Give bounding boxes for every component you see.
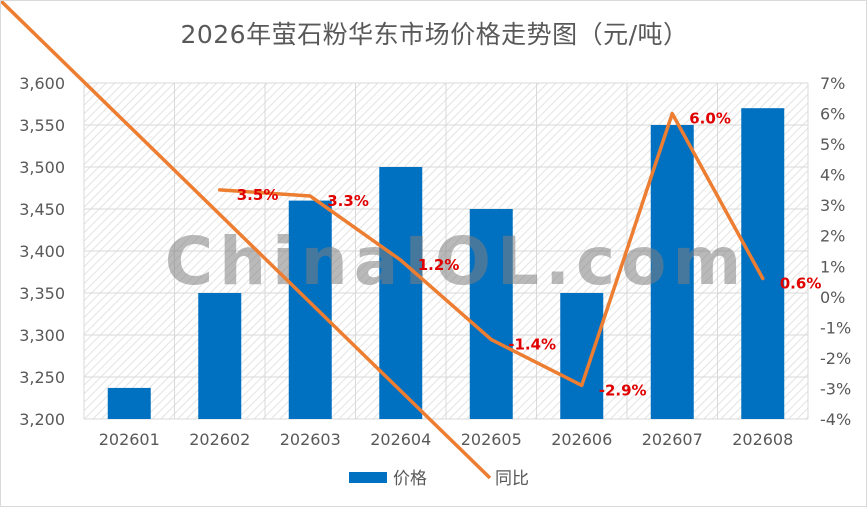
right-tick-label: -3% [820,379,851,398]
x-tick-label: 202605 [461,430,522,449]
right-tick-label: 3% [820,196,845,215]
x-tick-label: 202608 [732,430,793,449]
line-data-label: 3.3% [327,192,369,210]
left-tick-label: 3,550 [19,116,65,135]
right-tick-label: -4% [820,410,851,429]
watermark-text: ChinaIOL.com [165,223,748,300]
legend-bar-label: 价格 [393,469,427,489]
line-data-label: -1.4% [508,336,556,354]
right-tick-label: 1% [820,257,845,276]
x-tick-label: 202601 [99,430,160,449]
left-axis-ticks: 3,200 3,250 3,300 3,350 3,400 3,450 3,500 3,550… [19,74,65,429]
bar [650,125,694,419]
legend-line-swatch [1,1,492,480]
x-tick-label: 202603 [280,430,341,449]
chart-title: 2026年萤石粉华东市场价格走势图（元/吨） [180,20,689,49]
bar [560,293,604,419]
legend-bar-swatch [349,472,387,483]
left-tick-label: 3,300 [19,326,65,345]
left-tick-label: 3,600 [19,74,65,93]
right-tick-label: 0% [820,288,845,307]
line-data-label: 6.0% [689,110,731,128]
left-tick-label: 3,350 [19,284,65,303]
series-line [218,111,765,388]
right-tick-label: 2% [820,227,845,246]
line-data-labels: 3.5% 3.3% 1.2% -1.4% -2.9% 6.0% 0.6% [237,110,822,400]
left-tick-label: 3,250 [19,368,65,387]
bar [741,108,785,419]
right-tick-label: 6% [820,105,845,124]
x-tick-label: 202606 [551,430,612,449]
left-tick-label: 3,450 [19,200,65,219]
legend: 价格 同比 [1,1,529,489]
x-axis-ticks: 202601 202602 202603 202604 202605 202606 2026… [99,430,794,449]
right-tick-label: 4% [820,166,845,185]
legend-line-label: 同比 [495,469,529,489]
right-tick-label: -2% [820,349,851,368]
right-tick-label: 7% [820,74,845,93]
bar [198,293,242,419]
line-data-label: -2.9% [599,381,647,399]
left-tick-label: 3,400 [19,242,65,261]
left-tick-label: 3,200 [19,410,65,429]
line-data-label: 3.5% [237,186,279,204]
bar [107,387,151,419]
line-data-label: 1.2% [418,256,460,274]
bar [288,200,332,419]
bar-series [107,108,785,419]
right-tick-label: -1% [820,318,851,337]
x-tick-label: 202604 [370,430,431,449]
right-axis-ticks: -4% -3% -2% -1% 0% 1% 2% 3% 4% 5% 6% 7% [820,74,851,429]
x-tick-label: 202607 [642,430,703,449]
right-tick-label: 5% [820,135,845,154]
line-data-label: 0.6% [780,274,822,292]
line-series [218,111,765,388]
left-tick-label: 3,500 [19,158,65,177]
x-tick-label: 202602 [189,430,250,449]
bar [469,209,513,419]
